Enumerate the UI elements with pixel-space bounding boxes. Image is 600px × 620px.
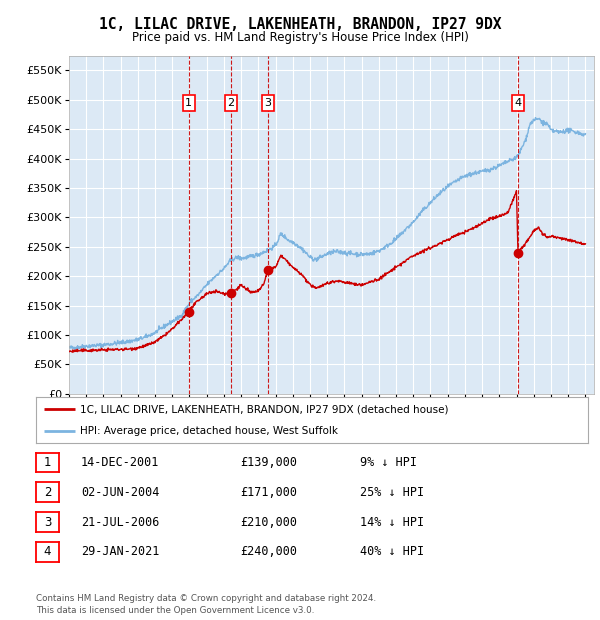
Text: 1: 1 — [185, 98, 193, 108]
Text: This data is licensed under the Open Government Licence v3.0.: This data is licensed under the Open Gov… — [36, 606, 314, 614]
Text: 3: 3 — [265, 98, 271, 108]
Text: 14-DEC-2001: 14-DEC-2001 — [81, 456, 160, 469]
Text: 1: 1 — [44, 456, 51, 469]
Text: 25% ↓ HPI: 25% ↓ HPI — [360, 486, 424, 498]
Text: 1C, LILAC DRIVE, LAKENHEATH, BRANDON, IP27 9DX (detached house): 1C, LILAC DRIVE, LAKENHEATH, BRANDON, IP… — [80, 404, 449, 414]
Text: 4: 4 — [44, 546, 51, 558]
Text: 14% ↓ HPI: 14% ↓ HPI — [360, 516, 424, 528]
Text: 29-JAN-2021: 29-JAN-2021 — [81, 546, 160, 558]
Text: £210,000: £210,000 — [240, 516, 297, 528]
Text: 40% ↓ HPI: 40% ↓ HPI — [360, 546, 424, 558]
Text: 2: 2 — [44, 486, 51, 498]
Text: £240,000: £240,000 — [240, 546, 297, 558]
Text: 4: 4 — [514, 98, 521, 108]
Text: Contains HM Land Registry data © Crown copyright and database right 2024.: Contains HM Land Registry data © Crown c… — [36, 595, 376, 603]
Text: 2: 2 — [227, 98, 235, 108]
Text: 9% ↓ HPI: 9% ↓ HPI — [360, 456, 417, 469]
Text: HPI: Average price, detached house, West Suffolk: HPI: Average price, detached house, West… — [80, 426, 338, 436]
Text: 3: 3 — [44, 516, 51, 528]
Text: 1C, LILAC DRIVE, LAKENHEATH, BRANDON, IP27 9DX: 1C, LILAC DRIVE, LAKENHEATH, BRANDON, IP… — [99, 17, 501, 32]
Text: £171,000: £171,000 — [240, 486, 297, 498]
Text: 21-JUL-2006: 21-JUL-2006 — [81, 516, 160, 528]
Text: 02-JUN-2004: 02-JUN-2004 — [81, 486, 160, 498]
Text: Price paid vs. HM Land Registry's House Price Index (HPI): Price paid vs. HM Land Registry's House … — [131, 31, 469, 44]
Text: £139,000: £139,000 — [240, 456, 297, 469]
